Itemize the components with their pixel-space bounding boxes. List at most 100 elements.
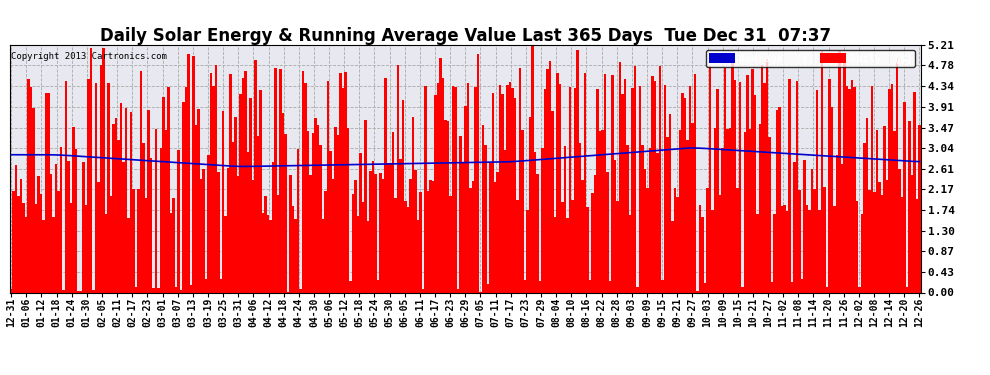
Bar bbox=[164, 130, 167, 292]
Bar bbox=[52, 217, 54, 292]
Bar bbox=[766, 58, 768, 292]
Bar bbox=[544, 88, 546, 292]
Bar bbox=[576, 50, 579, 292]
Bar bbox=[23, 203, 25, 292]
Bar bbox=[843, 61, 845, 292]
Bar bbox=[888, 88, 891, 292]
Bar bbox=[127, 217, 130, 292]
Text: Copyright 2013 Cartronics.com: Copyright 2013 Cartronics.com bbox=[11, 53, 166, 62]
Bar bbox=[54, 164, 57, 292]
Bar bbox=[826, 286, 829, 292]
Bar bbox=[569, 87, 571, 292]
Bar bbox=[140, 71, 143, 292]
Bar bbox=[719, 195, 721, 292]
Bar bbox=[349, 280, 351, 292]
Bar bbox=[454, 87, 456, 292]
Bar bbox=[422, 289, 424, 292]
Bar bbox=[157, 288, 159, 292]
Bar bbox=[816, 90, 819, 292]
Bar bbox=[814, 189, 816, 292]
Bar bbox=[811, 169, 814, 292]
Bar bbox=[82, 162, 85, 292]
Bar bbox=[459, 136, 461, 292]
Bar bbox=[340, 73, 342, 292]
Bar bbox=[366, 221, 369, 292]
Bar bbox=[601, 130, 604, 292]
Bar bbox=[177, 150, 179, 292]
Bar bbox=[249, 98, 251, 292]
Bar bbox=[145, 198, 148, 292]
Bar bbox=[15, 165, 18, 292]
Bar bbox=[821, 51, 824, 292]
Bar bbox=[761, 65, 763, 292]
Bar bbox=[714, 128, 716, 292]
Bar bbox=[686, 140, 689, 292]
Bar bbox=[731, 54, 734, 292]
Bar bbox=[212, 86, 215, 292]
Bar bbox=[539, 281, 542, 292]
Bar bbox=[48, 93, 50, 292]
Bar bbox=[873, 192, 876, 292]
Bar bbox=[537, 174, 539, 292]
Bar bbox=[763, 83, 766, 292]
Bar bbox=[389, 163, 392, 292]
Bar bbox=[135, 287, 138, 292]
Bar bbox=[614, 160, 616, 292]
Bar bbox=[207, 154, 210, 292]
Bar bbox=[80, 291, 82, 292]
Bar bbox=[529, 117, 532, 292]
Bar bbox=[251, 180, 254, 292]
Bar bbox=[330, 151, 332, 292]
Bar bbox=[748, 129, 751, 292]
Bar bbox=[788, 79, 791, 292]
Bar bbox=[257, 136, 259, 292]
Bar bbox=[210, 73, 212, 292]
Bar bbox=[918, 124, 921, 292]
Bar bbox=[456, 290, 459, 292]
Bar bbox=[681, 93, 684, 292]
Bar bbox=[262, 213, 264, 292]
Bar bbox=[107, 82, 110, 292]
Bar bbox=[729, 128, 731, 292]
Bar bbox=[315, 118, 317, 292]
Bar bbox=[866, 118, 868, 292]
Bar bbox=[499, 85, 502, 292]
Bar bbox=[220, 279, 222, 292]
Bar bbox=[322, 219, 325, 292]
Bar bbox=[913, 92, 916, 292]
Bar bbox=[217, 172, 220, 292]
Bar bbox=[371, 161, 374, 292]
Bar bbox=[634, 66, 637, 292]
Bar bbox=[527, 210, 529, 292]
Bar bbox=[189, 285, 192, 292]
Bar bbox=[648, 148, 651, 292]
Bar bbox=[404, 201, 407, 292]
Bar bbox=[778, 107, 781, 292]
Bar bbox=[461, 162, 464, 292]
Bar bbox=[30, 87, 33, 292]
Bar bbox=[174, 287, 177, 292]
Bar bbox=[427, 191, 429, 292]
Bar bbox=[586, 207, 589, 292]
Bar bbox=[351, 195, 354, 292]
Bar bbox=[230, 74, 232, 292]
Bar bbox=[809, 210, 811, 292]
Bar bbox=[414, 170, 417, 292]
Bar bbox=[464, 106, 466, 292]
Bar bbox=[596, 89, 599, 292]
Bar bbox=[466, 83, 469, 292]
Bar bbox=[374, 174, 377, 292]
Bar bbox=[627, 146, 629, 292]
Bar bbox=[704, 283, 706, 292]
Bar bbox=[117, 140, 120, 292]
Bar bbox=[753, 94, 756, 292]
Bar bbox=[632, 88, 634, 292]
Bar bbox=[394, 198, 397, 292]
Bar bbox=[33, 108, 35, 292]
Bar bbox=[364, 120, 366, 292]
Bar bbox=[446, 121, 449, 292]
Bar bbox=[327, 81, 330, 292]
Bar bbox=[786, 211, 788, 292]
Bar bbox=[449, 196, 451, 292]
Bar bbox=[653, 81, 656, 292]
